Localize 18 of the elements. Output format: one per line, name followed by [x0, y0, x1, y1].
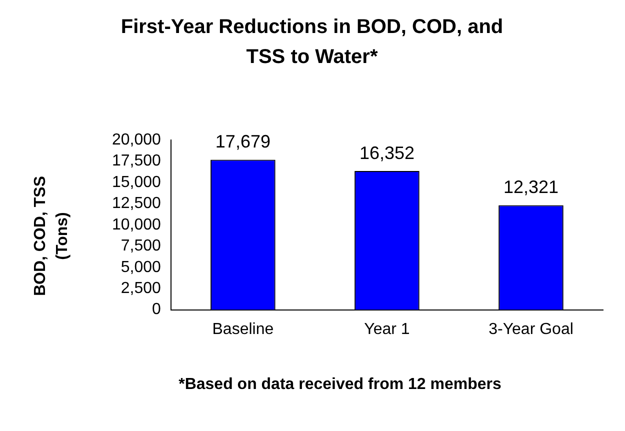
x-tick-label: Year 1 — [364, 320, 410, 338]
y-tick-label: 5,000 — [120, 258, 162, 276]
y-tick-label: 20,000 — [112, 131, 162, 148]
x-tick-label: 3-Year Goal — [488, 320, 574, 338]
y-tick-label: 0 — [152, 301, 162, 318]
x-tick-label: Baseline — [212, 320, 274, 338]
y-tick-label: 7,500 — [120, 238, 162, 255]
y-axis-title: BOD, COD, TSS (Tons) — [31, 175, 72, 298]
y-tick-label: 2,500 — [120, 280, 162, 297]
data-label: 17,679 — [215, 132, 270, 152]
data-label: 12,321 — [503, 177, 559, 198]
y-tick-label: 12,500 — [112, 195, 162, 212]
chart-title: First-Year Reductions in BOD, COD, and TSS to Water* — [120, 15, 504, 70]
text: *Based on data received from 12 members — [178, 375, 502, 395]
y-tick-label: 10,000 — [112, 216, 162, 234]
y-tick-label: 15,000 — [112, 174, 162, 191]
data-label: 16,352 — [359, 142, 414, 163]
y-tick-label: 17,500 — [112, 152, 162, 170]
